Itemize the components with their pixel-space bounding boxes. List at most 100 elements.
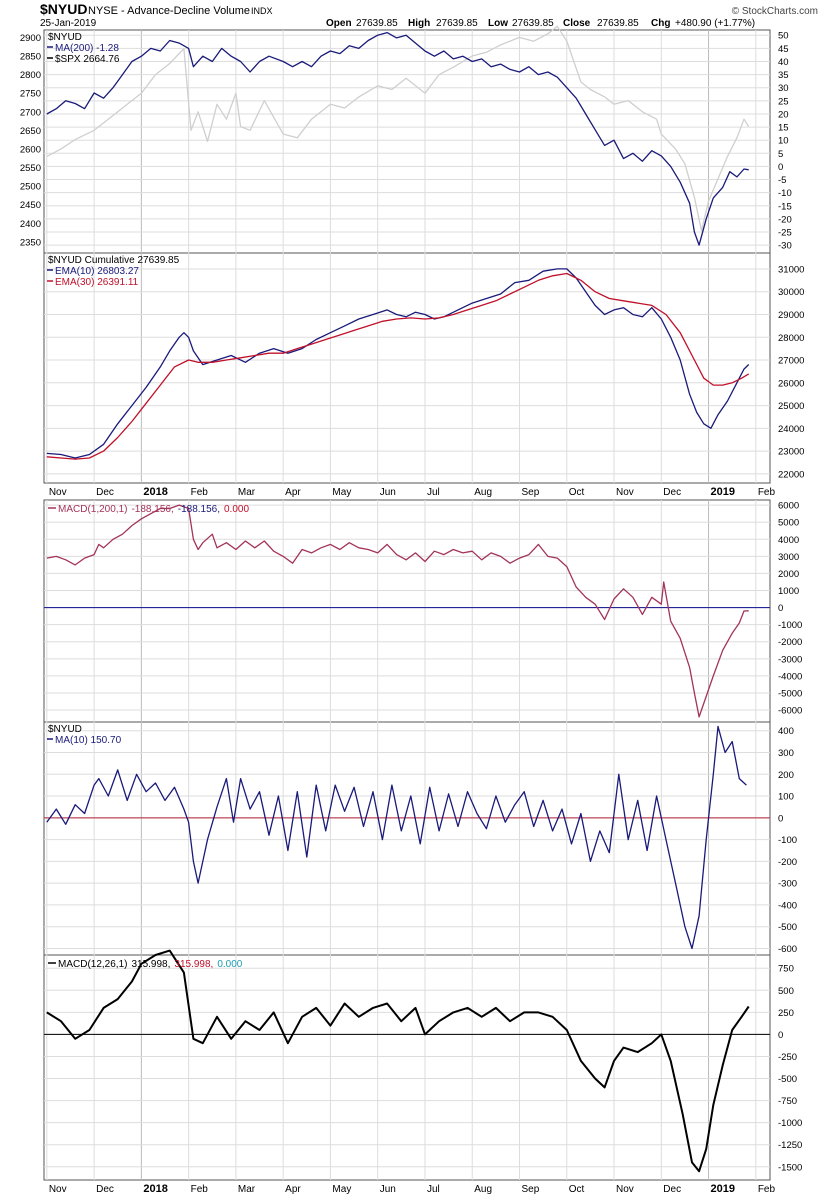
legend-entry: MA(10) 150.70 [55, 735, 122, 746]
y-tick-label: -500 [778, 1074, 797, 1085]
y-tick-label-left: 2600 [20, 144, 41, 155]
close-value: 27639.85 [597, 18, 639, 29]
month-tick-label: 2019 [711, 1183, 735, 1195]
y-tick-label: 6000 [778, 501, 799, 512]
y-tick-label: 250 [778, 1008, 794, 1019]
series-line-ema-30- [46, 272, 750, 460]
month-tick-label: Sep [521, 487, 539, 498]
copyright-label: © StockCharts.com [732, 6, 818, 17]
month-tick-label: May [332, 487, 351, 498]
y-tick-label: 300 [778, 748, 794, 759]
y-tick-label: 5000 [778, 518, 799, 529]
y-tick-label: -10 [778, 188, 792, 199]
y-tick-label: -5 [778, 175, 786, 186]
y-tick-label: 30000 [778, 287, 804, 298]
month-tick-label: Oct [569, 487, 585, 498]
y-tick-label: -6000 [778, 706, 802, 717]
y-tick-label: 750 [778, 964, 794, 975]
month-tick-label: Jul [427, 487, 440, 498]
month-tick-label: Dec [663, 1184, 681, 1195]
y-tick-label: -4000 [778, 671, 802, 682]
chart-header: $NYUD NYSE - Advance-Decline Volume INDX… [0, 0, 820, 30]
month-tick-label: Dec [96, 1184, 114, 1195]
y-tick-label: -3000 [778, 654, 802, 665]
description-label: NYSE - Advance-Decline Volume [88, 5, 250, 17]
y-tick-label: 45 [778, 44, 789, 55]
y-tick-label: 400 [778, 726, 794, 737]
y-tick-label: -1500 [778, 1162, 802, 1173]
y-tick-label: -20 [778, 214, 792, 225]
y-tick-label-left: 2450 [20, 200, 41, 211]
open-label: Open [326, 18, 352, 29]
y-tick-label: 26000 [778, 378, 804, 389]
series-line-ema-10- [46, 268, 750, 459]
panel-frame-macd_short [43, 954, 771, 1181]
type-label: INDX [251, 6, 273, 16]
month-tick-label: Feb [191, 1184, 209, 1195]
y-tick-label-left: 2700 [20, 107, 41, 118]
y-tick-label: -750 [778, 1096, 797, 1107]
y-tick-label: 23000 [778, 447, 804, 458]
y-tick-label: -30 [778, 241, 792, 252]
y-tick-label: 0 [778, 813, 783, 824]
y-tick-label: 100 [778, 792, 794, 803]
month-tick-label: 2018 [143, 1183, 167, 1195]
y-tick-label: -1000 [778, 1118, 802, 1129]
chg-label: Chg [651, 18, 670, 29]
y-tick-label: -200 [778, 857, 797, 868]
y-tick-label: 10 [778, 136, 789, 147]
y-tick-label: -100 [778, 835, 797, 846]
y-tick-label: 29000 [778, 310, 804, 321]
month-tick-label: Nov [49, 1184, 67, 1195]
legend-entry: 0.000 [217, 959, 242, 970]
y-tick-label-left: 2400 [20, 219, 41, 230]
y-tick-label: -1000 [778, 620, 802, 631]
panel-frame-cumulative [43, 252, 771, 484]
series-line--spx [46, 25, 750, 232]
y-tick-label-left: 2350 [20, 237, 41, 248]
month-tick-label: Aug [474, 487, 492, 498]
legend-entry: $NYUD Cumulative 27639.85 [48, 255, 180, 266]
y-tick-label: -25 [778, 228, 792, 239]
y-tick-label: 27000 [778, 356, 804, 367]
month-tick-label: 2019 [711, 486, 735, 498]
date-label: 25-Jan-2019 [40, 18, 97, 29]
month-tick-label: Mar [238, 1184, 256, 1195]
y-tick-label: -5000 [778, 688, 802, 699]
y-tick-label: 28000 [778, 333, 804, 344]
high-value: 27639.85 [436, 18, 478, 29]
y-tick-label-left: 2750 [20, 89, 41, 100]
y-tick-label: 1000 [778, 586, 799, 597]
y-tick-label: -300 [778, 879, 797, 890]
series-line-macd-1-200-1- [46, 504, 749, 718]
y-tick-label: 5 [778, 149, 783, 160]
y-tick-label-left: 2500 [20, 182, 41, 193]
legend-entry: 0.000 [224, 504, 249, 515]
y-tick-label: 0 [778, 603, 783, 614]
y-tick-label: -2000 [778, 637, 802, 648]
symbol-label: $NYUD [40, 1, 87, 17]
y-tick-label: 30 [778, 83, 789, 94]
month-tick-label: Feb [758, 487, 776, 498]
month-tick-label: May [332, 1184, 351, 1195]
legend-entry: MACD(12,26,1) [58, 959, 127, 970]
month-tick-label: Feb [191, 487, 209, 498]
y-tick-label: -1250 [778, 1140, 802, 1151]
y-tick-label-left: 2900 [20, 33, 41, 44]
month-tick-label: Nov [616, 487, 634, 498]
month-tick-label: Apr [285, 487, 301, 498]
legend-entry: EMA(10) 26803.27 [55, 266, 139, 277]
y-tick-label-left: 2650 [20, 126, 41, 137]
series-line-macd-12-26-1- [46, 949, 750, 1173]
month-tick-label: Nov [49, 487, 67, 498]
legend-entry: $NYUD [48, 724, 82, 735]
month-tick-label: Apr [285, 1184, 301, 1195]
header-svg: $NYUD NYSE - Advance-Decline Volume INDX… [40, 1, 818, 29]
month-tick-label: Sep [521, 1184, 539, 1195]
y-tick-label: -15 [778, 201, 792, 212]
legend-entry: MA(200) -1.28 [55, 43, 119, 54]
y-tick-label: 15 [778, 123, 789, 134]
month-tick-label: Oct [569, 1184, 585, 1195]
legend-entry: 315.998, [131, 959, 170, 970]
